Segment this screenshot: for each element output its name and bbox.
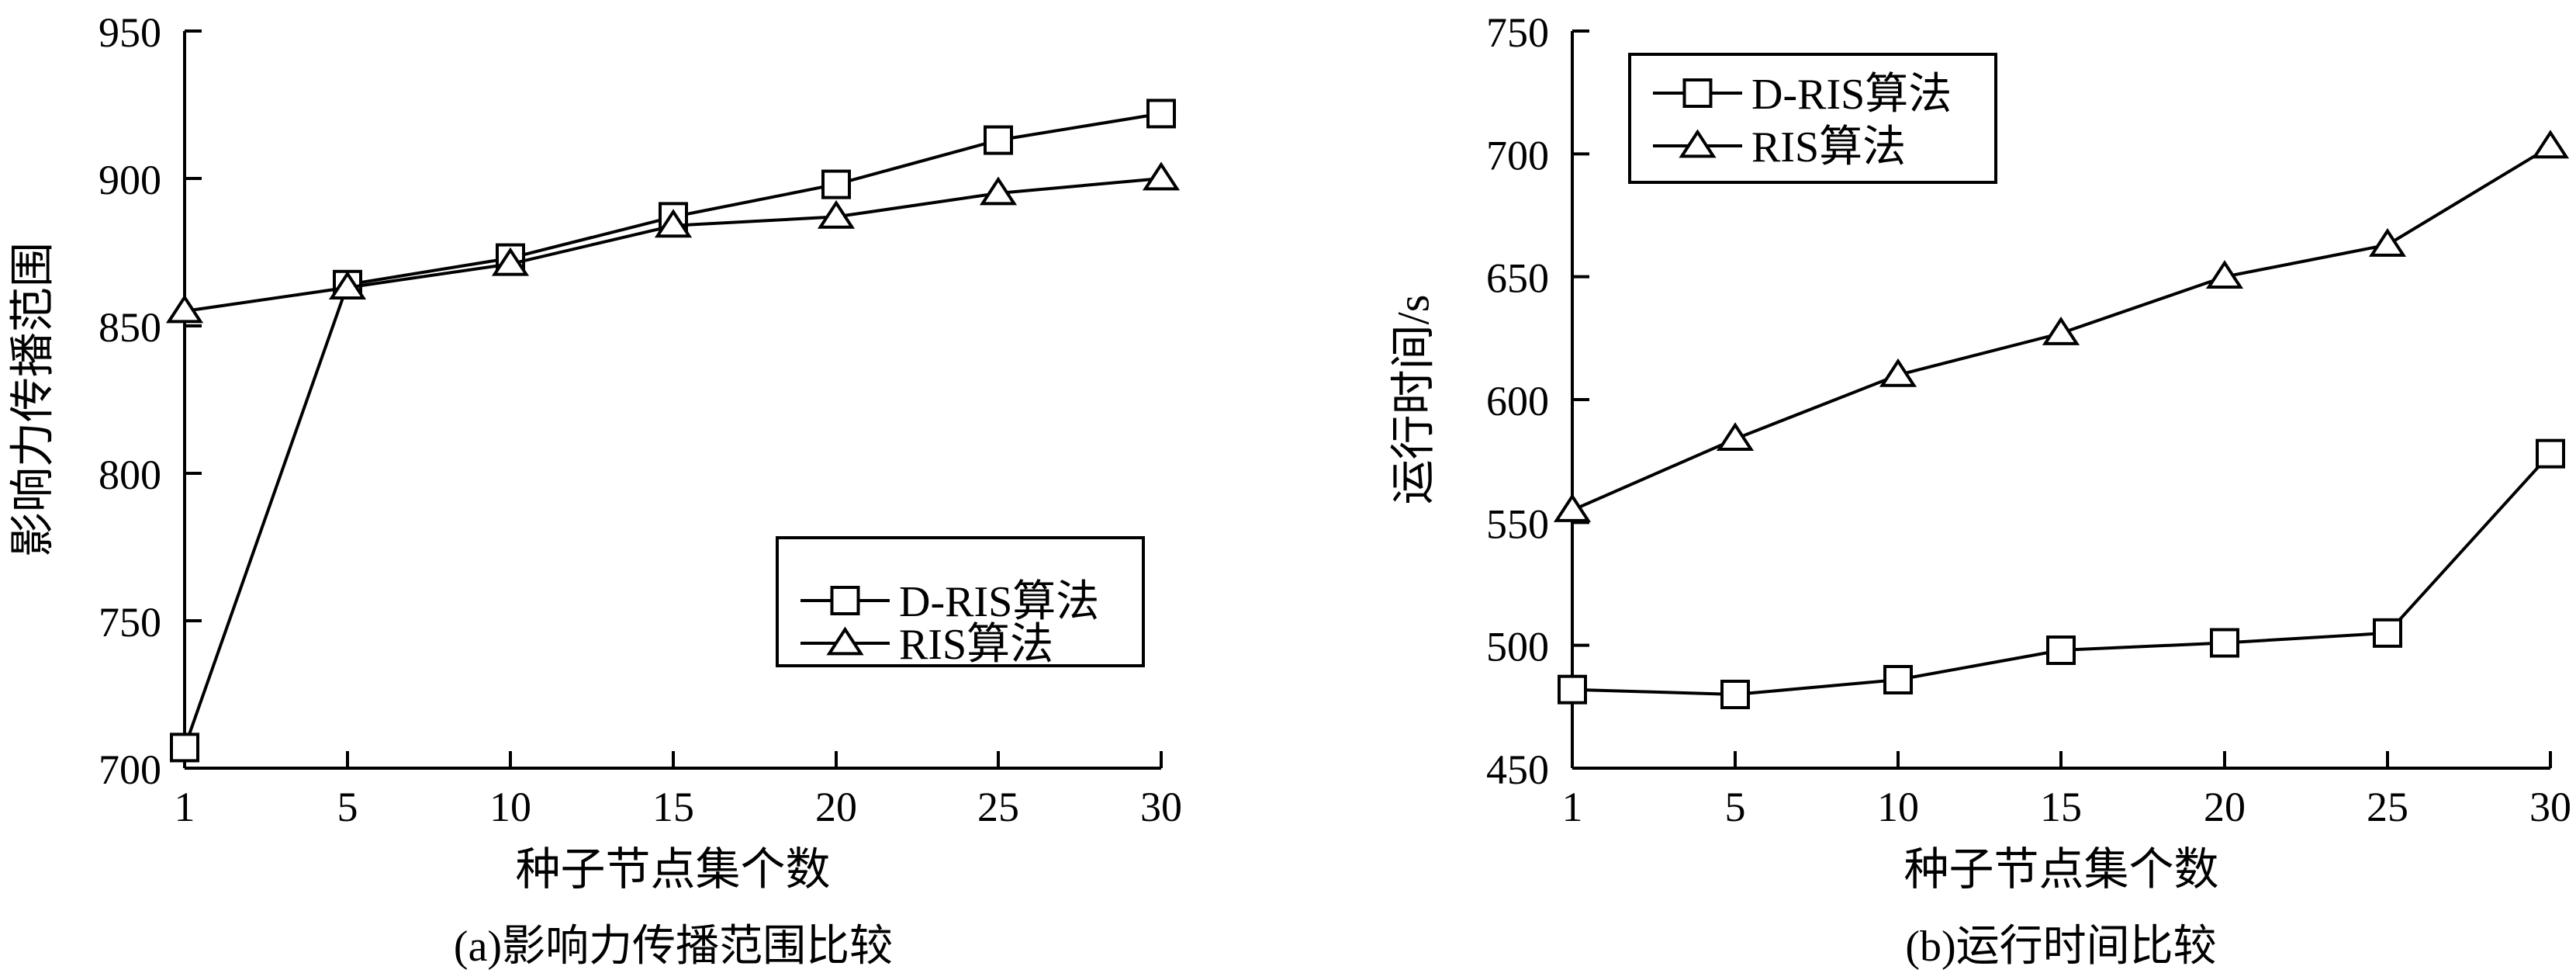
- data-point-triangle: [1716, 422, 1755, 452]
- data-point-triangle: [328, 271, 367, 300]
- y-tick-label: 700: [99, 746, 161, 793]
- y-tick-label: 800: [99, 452, 161, 498]
- x-tick-label: 25: [2367, 784, 2408, 830]
- y-tick-label: 750: [1486, 9, 1549, 56]
- legend-label: D-RIS算法: [1751, 71, 1952, 119]
- x-tick-label: 20: [2204, 784, 2246, 830]
- x-tick-label: 25: [977, 784, 1019, 830]
- y-tick-label: 900: [99, 157, 161, 203]
- x-tick-label: 10: [1877, 784, 1919, 830]
- data-point-square: [821, 169, 851, 199]
- legend-marker-square: [1682, 78, 1713, 108]
- data-point-square: [1883, 665, 1913, 694]
- legend-marker-triangle: [1679, 129, 1717, 158]
- x-tick-label: 30: [1140, 784, 1182, 830]
- data-point-square: [2373, 618, 2402, 648]
- x-tick-label: 1: [1562, 784, 1583, 830]
- x-tick-label: 10: [489, 784, 531, 830]
- y-tick-label: 550: [1486, 500, 1549, 547]
- chart-caption: (a)影响力传播范围比较: [454, 923, 893, 971]
- series-line: [184, 177, 1162, 313]
- legend-label: RIS算法: [899, 621, 1053, 669]
- y-axis-title: 影响力传播范围: [7, 242, 57, 557]
- x-axis-title: 种子节点集个数: [1903, 844, 2218, 895]
- y-tick-label: 450: [1486, 746, 1549, 793]
- series-ris: [1553, 130, 2570, 522]
- legend-marker-square: [830, 586, 860, 615]
- x-tick-label: 5: [1725, 784, 1746, 830]
- y-tick-label: 850: [99, 304, 161, 351]
- y-tick-label: 650: [1486, 255, 1549, 302]
- legend-box: [1628, 53, 1997, 184]
- legend-marker-triangle: [826, 626, 864, 656]
- series-ris: [165, 161, 1181, 324]
- data-point-square: [2536, 438, 2565, 469]
- data-point-square: [1720, 680, 1750, 709]
- y-axis-title: 运行时间/s: [1388, 295, 1438, 505]
- series-d-ris: [1558, 438, 2565, 709]
- data-point-square: [170, 732, 199, 763]
- data-point-triangle: [2205, 260, 2244, 289]
- y-tick-label: 950: [99, 9, 161, 56]
- x-axis-title: 种子节点集个数: [515, 844, 830, 895]
- data-point-triangle: [165, 294, 204, 324]
- data-point-triangle: [491, 247, 530, 276]
- data-point-triangle: [2042, 316, 2080, 345]
- data-point-square: [1146, 99, 1176, 129]
- data-point-triangle: [1879, 358, 1917, 387]
- x-tick-label: 15: [2040, 784, 2082, 830]
- chart-caption: (b)运行时间比较: [1905, 923, 2216, 971]
- data-point-triangle: [2531, 130, 2570, 159]
- data-point-triangle: [1553, 493, 1592, 522]
- data-point-square: [2046, 635, 2076, 665]
- y-tick-label: 500: [1486, 624, 1549, 670]
- data-point-triangle: [1142, 161, 1181, 191]
- x-tick-label: 15: [652, 784, 694, 830]
- legend-label: D-RIS算法: [899, 578, 1099, 626]
- data-point-triangle: [979, 176, 1018, 206]
- data-point-square: [2210, 628, 2239, 658]
- x-tick-label: 30: [2529, 784, 2571, 830]
- data-point-square: [1558, 674, 1587, 705]
- x-tick-label: 20: [815, 784, 857, 830]
- legend-label: RIS算法: [1751, 123, 1906, 171]
- data-point-square: [984, 125, 1013, 155]
- data-point-triangle: [2368, 227, 2407, 257]
- data-point-triangle: [817, 199, 856, 229]
- y-tick-label: 750: [99, 599, 161, 646]
- data-point-triangle: [654, 209, 693, 238]
- y-tick-label: 700: [1486, 132, 1549, 178]
- x-tick-label: 1: [175, 784, 195, 830]
- x-tick-label: 5: [337, 784, 358, 830]
- y-tick-label: 600: [1486, 378, 1549, 424]
